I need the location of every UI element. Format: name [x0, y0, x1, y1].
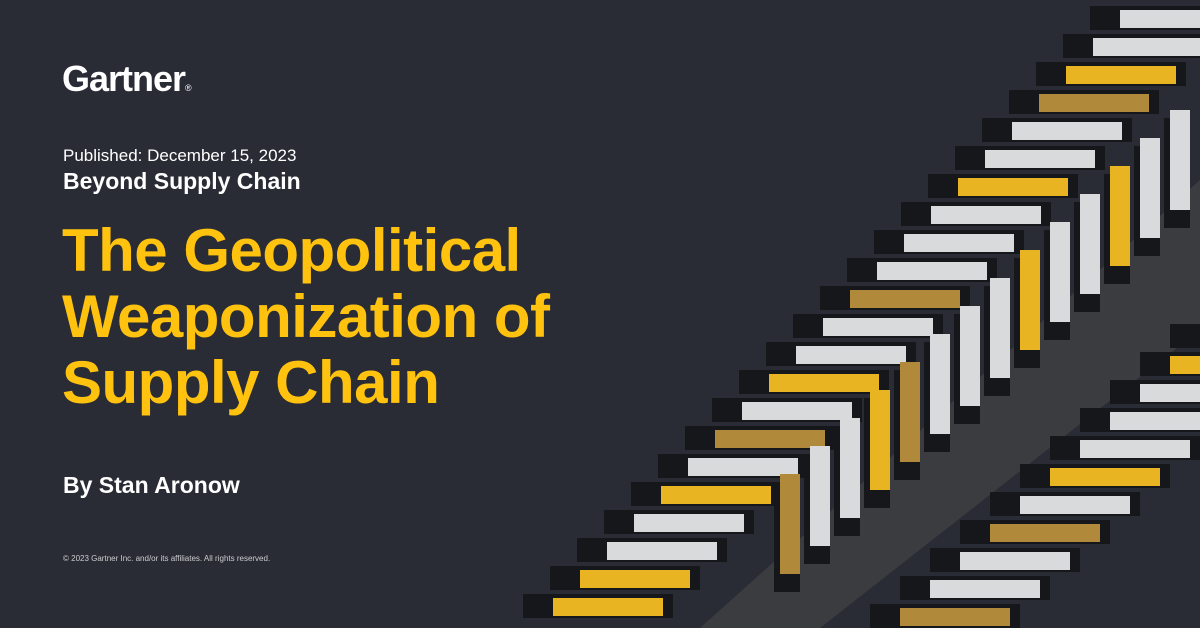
container: [1110, 412, 1200, 430]
container: [850, 290, 960, 308]
trailer-shadow: [1170, 324, 1200, 348]
container: [990, 278, 1010, 378]
container: [769, 374, 879, 392]
container: [1012, 122, 1122, 140]
container: [715, 430, 825, 448]
container: [870, 390, 890, 490]
container: [780, 474, 800, 574]
container: [930, 334, 950, 434]
container: [840, 418, 860, 518]
container: [958, 178, 1068, 196]
container: [810, 446, 830, 546]
container: [900, 608, 1010, 626]
container: [960, 306, 980, 406]
container: [931, 206, 1041, 224]
container: [1050, 468, 1160, 486]
container: [877, 262, 987, 280]
container: [580, 570, 690, 588]
container: [1093, 38, 1200, 56]
container: [1080, 440, 1190, 458]
container: [1020, 496, 1130, 514]
container: [796, 346, 906, 364]
published-date: Published: December 15, 2023: [63, 146, 297, 165]
container: [1110, 166, 1130, 266]
container: [1140, 138, 1160, 238]
container: [661, 486, 771, 504]
container: [1140, 384, 1200, 402]
container: [900, 362, 920, 462]
container: [1066, 66, 1176, 84]
container: [1170, 110, 1190, 210]
author: By Stan Aronow: [63, 472, 240, 498]
container: [985, 150, 1095, 168]
copyright: © 2023 Gartner Inc. and/or its affiliate…: [63, 554, 271, 563]
container: [1050, 222, 1070, 322]
container: [904, 234, 1014, 252]
gartner-logo: Gartner®: [62, 58, 192, 99]
container: [1120, 10, 1200, 28]
container: [960, 552, 1070, 570]
container: [990, 524, 1100, 542]
container: [742, 402, 852, 420]
container: [1039, 94, 1149, 112]
container: [1170, 356, 1200, 374]
container: [607, 542, 717, 560]
container: [823, 318, 933, 336]
container: [1080, 194, 1100, 294]
container: [634, 514, 744, 532]
container: [1020, 250, 1040, 350]
container: [930, 580, 1040, 598]
container: [553, 598, 663, 616]
container: [688, 458, 798, 476]
series-label: Beyond Supply Chain: [63, 168, 301, 194]
page-title: The Geopolitical Weaponization of Supply…: [62, 217, 550, 416]
